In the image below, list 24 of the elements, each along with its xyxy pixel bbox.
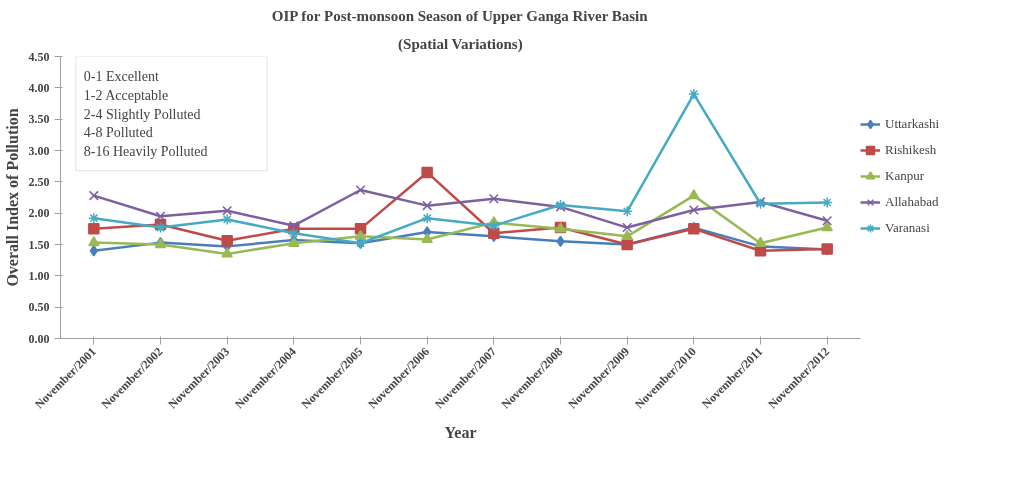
annotation: 1-2 Acceptable xyxy=(83,87,169,103)
legend-label: Varanasi xyxy=(885,220,930,236)
annotation: 2-4 Slightly Polluted xyxy=(83,106,201,122)
y-tick-label: 4.50 xyxy=(28,49,50,64)
y-tick-label: 0.00 xyxy=(28,331,50,346)
legend-label: Allahabad xyxy=(885,194,939,210)
y-tick-label: 0.50 xyxy=(28,300,50,315)
y-tick-label: 4.00 xyxy=(28,80,50,95)
y-tick-label: 3.00 xyxy=(28,143,50,158)
y-axis-title: Overall Index of Pollution xyxy=(3,108,21,287)
chart-title: OIP for Post-monsoon Season of Upper Ganga River Basin xyxy=(271,7,649,24)
chart-subtitle: (Spatial Variations) xyxy=(398,35,523,53)
legend-label: Kanpur xyxy=(885,168,924,184)
legend-label: Rishikesh xyxy=(885,142,937,158)
y-tick-label: 2.00 xyxy=(28,206,50,221)
annotation: 0-1 Excellent xyxy=(83,68,159,84)
annotation: 4-8 Polluted xyxy=(83,125,153,141)
y-tick-label: 3.50 xyxy=(28,112,50,127)
y-tick-label: 2.50 xyxy=(28,174,50,189)
x-axis-title: Year xyxy=(444,424,477,442)
annotation: 8-16 Heavily Polluted xyxy=(83,144,208,160)
y-tick-label: 1.00 xyxy=(28,268,50,283)
legend-label: Uttarkashi xyxy=(885,116,940,132)
y-tick-label: 1.50 xyxy=(28,237,50,252)
